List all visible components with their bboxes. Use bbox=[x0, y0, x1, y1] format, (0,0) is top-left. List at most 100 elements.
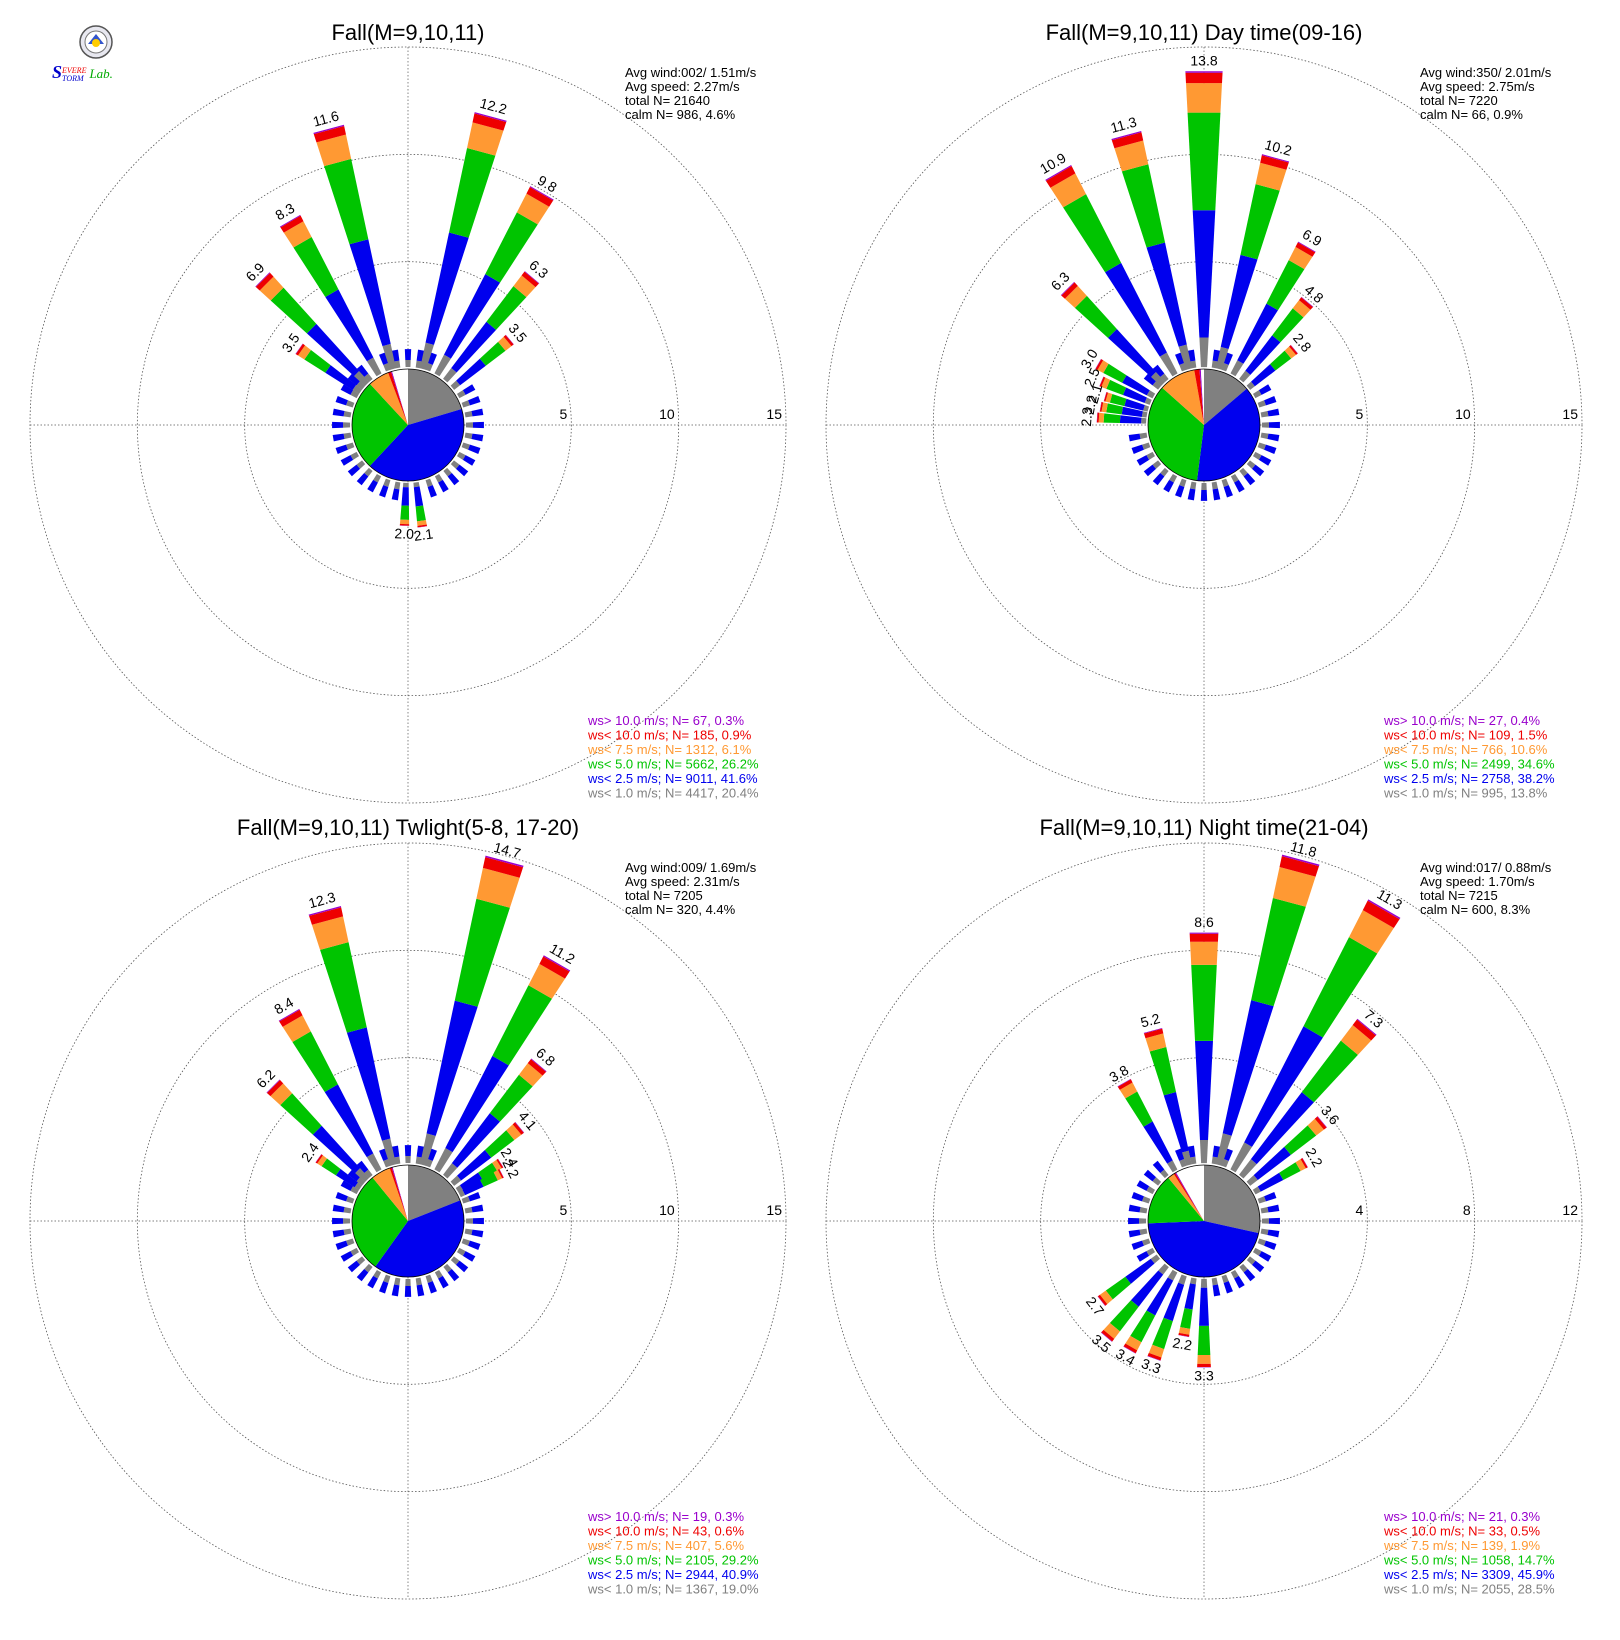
bar-segment bbox=[1252, 1247, 1262, 1256]
bar-segment bbox=[526, 187, 554, 207]
bar-value-label: 2.2 bbox=[1171, 1334, 1193, 1353]
bar-segment bbox=[1340, 1024, 1372, 1055]
bar-segment bbox=[1251, 1260, 1265, 1273]
bar-segment bbox=[1178, 1332, 1190, 1337]
logo-storm: TORM bbox=[62, 73, 84, 83]
bar-segment bbox=[1175, 1148, 1185, 1161]
chart-title: Fall(M=9,10,11) Twlight(5-8, 17-20) bbox=[237, 815, 579, 840]
bar-segment bbox=[373, 473, 382, 483]
bar-segment bbox=[1060, 281, 1075, 296]
bar-segment bbox=[1223, 1148, 1233, 1161]
bar-segment bbox=[1124, 398, 1145, 411]
bar-segment bbox=[282, 1015, 311, 1043]
bar-value-label: 11.6 bbox=[311, 107, 341, 129]
bar-segment bbox=[1178, 1334, 1190, 1338]
bar-segment bbox=[1103, 363, 1127, 383]
bar-segment bbox=[1111, 131, 1142, 141]
bar-segment bbox=[343, 422, 351, 428]
bar-segment bbox=[1281, 854, 1320, 867]
bar-segment bbox=[1095, 359, 1104, 371]
bar-segment bbox=[1141, 411, 1148, 418]
pie-slice bbox=[352, 383, 408, 466]
bar-segment bbox=[1261, 154, 1290, 163]
bar-segment bbox=[352, 384, 363, 395]
bar-segment bbox=[1099, 376, 1106, 387]
bar-segment bbox=[259, 276, 284, 301]
pie-slice bbox=[1176, 1165, 1204, 1221]
bar-segment bbox=[1250, 1092, 1314, 1165]
bar-segment bbox=[1230, 1142, 1253, 1173]
bar-segment bbox=[1103, 413, 1121, 424]
bar-value-label: 2.1 bbox=[413, 525, 435, 544]
bar-segment bbox=[1117, 1078, 1131, 1087]
pie-slice bbox=[392, 369, 408, 425]
bar-segment bbox=[1074, 295, 1117, 338]
bar-segment bbox=[426, 1000, 478, 1136]
bar-value-label: 12.2 bbox=[478, 95, 509, 118]
bar-segment bbox=[438, 479, 449, 493]
bar-segment bbox=[324, 158, 369, 245]
bar-segment bbox=[1143, 373, 1157, 386]
bar-segment bbox=[350, 390, 360, 399]
bar-segment bbox=[427, 352, 437, 365]
bar-segment bbox=[1103, 392, 1107, 402]
bar-segment bbox=[1268, 421, 1280, 429]
bar-segment bbox=[1272, 308, 1304, 343]
bar-segment bbox=[1195, 1040, 1213, 1141]
bar-segment bbox=[335, 396, 348, 406]
bar-segment bbox=[1123, 1343, 1138, 1354]
bar-segment bbox=[1139, 432, 1148, 439]
bar-segment bbox=[332, 433, 345, 442]
bar-segment bbox=[1106, 403, 1123, 415]
bar-segment bbox=[364, 1169, 373, 1179]
bar-segment bbox=[1221, 1274, 1229, 1283]
bar-segment bbox=[1352, 1019, 1376, 1041]
bar-segment bbox=[1189, 932, 1219, 934]
bar-segment bbox=[1152, 1160, 1165, 1174]
bar-segment bbox=[306, 323, 360, 377]
bar-segment bbox=[1246, 1256, 1256, 1265]
bar-segment bbox=[1222, 1000, 1274, 1136]
pie-slice bbox=[1168, 1173, 1204, 1221]
stats-line: Avg speed: 2.27m/s bbox=[625, 79, 740, 94]
pie-slice bbox=[372, 1168, 408, 1221]
stats-line: total N= 7205 bbox=[625, 888, 703, 903]
bar-segment bbox=[465, 422, 473, 428]
bar-value-label: 2.3 bbox=[1078, 406, 1095, 427]
bar-segment bbox=[1131, 1240, 1144, 1250]
legend-entry: ws< 1.0 m/s; N= 995, 13.8% bbox=[1383, 786, 1548, 801]
bar-segment bbox=[1349, 910, 1394, 954]
bar-segment bbox=[1143, 1028, 1164, 1039]
bar-segment bbox=[1146, 1277, 1174, 1316]
bar-segment bbox=[346, 400, 355, 408]
bar-segment bbox=[455, 1260, 469, 1273]
bar-segment bbox=[1212, 1284, 1221, 1297]
bar-segment bbox=[1152, 1177, 1162, 1186]
bar-segment bbox=[1146, 451, 1156, 460]
bar-segment bbox=[1122, 375, 1150, 396]
bar-segment bbox=[1045, 165, 1072, 181]
bar-segment bbox=[1251, 897, 1306, 1007]
bar-value-label: 2.1 bbox=[1085, 382, 1106, 405]
bar-segment bbox=[1097, 1296, 1106, 1307]
pie-slice bbox=[391, 1167, 408, 1221]
pie-slice bbox=[1148, 1177, 1204, 1224]
bar-segment bbox=[1149, 1047, 1177, 1096]
bar-segment bbox=[456, 358, 486, 386]
bar-segment bbox=[255, 272, 274, 291]
bar-segment bbox=[415, 505, 426, 522]
chart-title: Fall(M=9,10,11) bbox=[331, 20, 484, 45]
bar-segment bbox=[405, 360, 411, 368]
bar-segment bbox=[340, 455, 354, 466]
bar-segment bbox=[1266, 260, 1305, 311]
bar-segment bbox=[1141, 417, 1147, 424]
bar-segment bbox=[1130, 1310, 1156, 1343]
bar-segment bbox=[1145, 1033, 1167, 1052]
bar-segment bbox=[476, 867, 520, 908]
bar-value-label: 2.0 bbox=[394, 525, 414, 542]
bar-segment bbox=[1185, 83, 1223, 113]
logo-lab: Lab. bbox=[89, 66, 113, 81]
bar-segment bbox=[346, 442, 355, 450]
bar-segment bbox=[1045, 166, 1076, 188]
bar-segment bbox=[413, 486, 424, 507]
